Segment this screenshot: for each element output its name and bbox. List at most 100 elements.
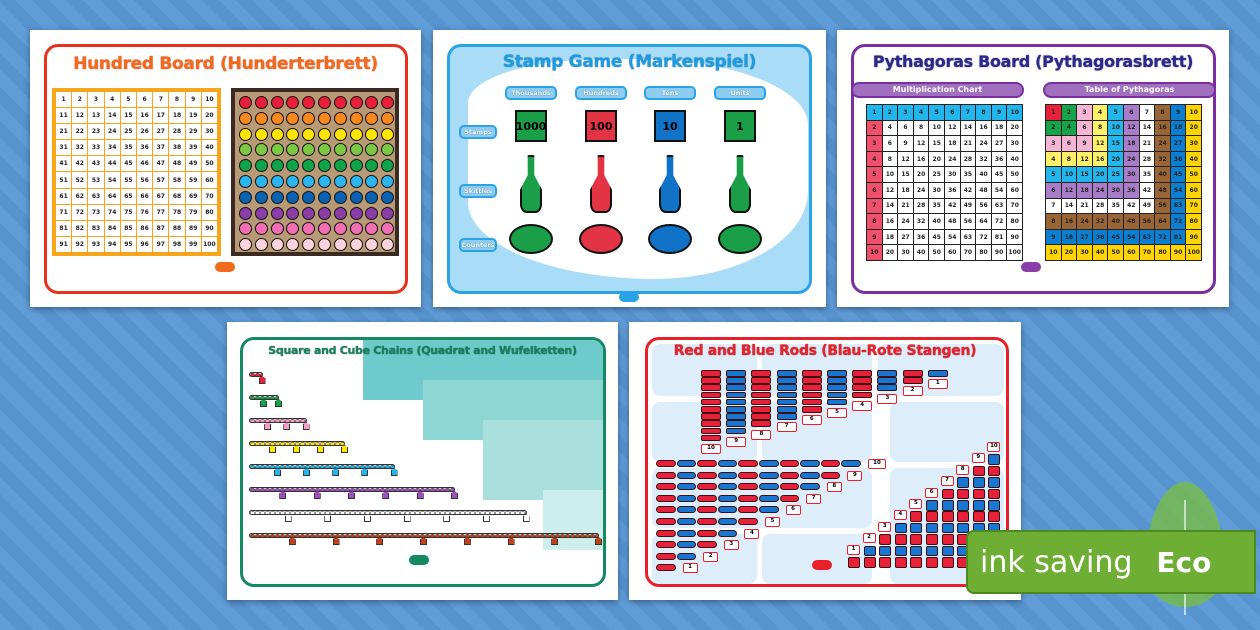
- grid-cell: 10: [1046, 245, 1061, 260]
- grid-cell: 35: [120, 140, 136, 156]
- grid-cell: 13: [88, 108, 104, 124]
- bead: [381, 206, 395, 220]
- grid-cell: 15: [1108, 136, 1123, 151]
- grid-cell: 89: [185, 220, 201, 236]
- rod-segment: [656, 541, 676, 549]
- bead: [239, 159, 252, 173]
- grid-cell: 91: [56, 236, 72, 252]
- counter-icon: [509, 224, 553, 254]
- chain-tag: [382, 491, 390, 499]
- grid-cell: 8: [169, 92, 185, 108]
- rod-segment: [751, 391, 772, 399]
- grid-cell: 6: [882, 136, 898, 151]
- chain-tag: [551, 537, 559, 545]
- bead: [239, 143, 252, 157]
- rod-label: 3: [877, 393, 898, 404]
- grid-cell: 40: [1108, 214, 1123, 229]
- grid-cell: 72: [1170, 214, 1186, 229]
- grid-cell: 20: [201, 108, 217, 124]
- grid-cell: 2: [867, 120, 882, 136]
- bead: [254, 190, 268, 204]
- chain-tag: [332, 468, 340, 476]
- bead: [302, 175, 316, 188]
- grid-cell: 20: [1092, 167, 1108, 182]
- rod-label: 2: [703, 551, 719, 562]
- rod-segment: [776, 398, 797, 406]
- rod-cube: [910, 557, 923, 568]
- bead-chain: [249, 441, 345, 446]
- bead: [239, 190, 252, 204]
- grid-cell: 2: [882, 105, 898, 120]
- grid-cell: 1: [867, 105, 882, 120]
- rod-cube: [972, 465, 985, 477]
- rod-segment: [801, 398, 822, 406]
- grid-cell: 6: [136, 92, 153, 108]
- rod-segment: [751, 398, 772, 406]
- rod-segment: [852, 391, 873, 399]
- rod-segment: [779, 460, 800, 467]
- grid-cell: 12: [1092, 136, 1108, 151]
- bead: [286, 96, 300, 109]
- grid-cell: 10: [929, 120, 944, 136]
- rod-segment: [877, 377, 898, 384]
- stamp-tile: 1000: [515, 110, 547, 142]
- bead: [381, 96, 395, 109]
- rod-segment: [697, 483, 717, 491]
- grid-cell: 100: [1007, 245, 1022, 260]
- grid-cell: 36: [136, 140, 153, 156]
- grid-cell: 87: [153, 220, 169, 236]
- grid-cell: 42: [72, 156, 88, 172]
- grid-cell: 63: [991, 198, 1007, 214]
- rod-cube: [972, 477, 985, 488]
- rod-label: 1: [682, 563, 698, 574]
- grid-cell: 54: [1124, 229, 1139, 245]
- rod-cube: [848, 557, 860, 568]
- grid-cell: 6: [867, 182, 882, 198]
- rods-card[interactable]: Red and Blue Rods (Blau-Rote Stangen) 10…: [629, 322, 1021, 600]
- grid-cell: 67: [153, 188, 169, 204]
- bead: [270, 143, 284, 157]
- rod-label: 7: [940, 476, 954, 487]
- pythagoras-board-card[interactable]: Pythagoras Board (Pythagorasbrett) Multi…: [837, 30, 1229, 307]
- grid-cell: 16: [136, 108, 153, 124]
- column-header: Tens: [644, 86, 696, 100]
- chain-tag: [269, 445, 276, 453]
- grid-cell: 28: [913, 198, 929, 214]
- bead: [381, 111, 395, 125]
- grid-cell: 12: [1077, 151, 1092, 167]
- bead: [254, 222, 268, 236]
- bead-chain: [249, 464, 395, 469]
- grid-cell: 79: [185, 204, 201, 220]
- rod-segment: [776, 370, 797, 377]
- grid-cell: 19: [185, 108, 201, 124]
- grid-cell: 16: [882, 214, 898, 229]
- bead: [349, 190, 363, 204]
- grid-cell: 71: [56, 204, 72, 220]
- grid-cell: 42: [1124, 198, 1139, 214]
- grid-cell: 72: [991, 214, 1007, 229]
- grid-cell: 2: [1046, 120, 1061, 136]
- grid-cell: 60: [201, 172, 217, 188]
- rod-segment: [751, 370, 772, 377]
- twinkl-logo: [1021, 262, 1041, 272]
- chains-card[interactable]: Square and Cube Chains (Quadrat and Wufe…: [227, 322, 618, 600]
- grid-cell: 3: [88, 92, 104, 108]
- grid-cell: 30: [1108, 182, 1123, 198]
- rod-segment: [779, 471, 800, 479]
- grid-cell: 72: [1155, 229, 1170, 245]
- rod-segment: [751, 420, 772, 427]
- grid-cell: 60: [945, 245, 960, 260]
- stamp-game-card[interactable]: Stamp Game (Markenspiel) Thousands 1000 Hu…: [433, 30, 826, 307]
- rod-segment: [738, 506, 758, 514]
- bead: [333, 127, 347, 141]
- grid-cell: 28: [169, 124, 185, 140]
- grid-cell: 70: [960, 245, 976, 260]
- grid-cell: 63: [88, 188, 104, 204]
- rod-segment: [676, 460, 697, 467]
- bead: [349, 143, 363, 157]
- rod-segment: [852, 370, 873, 377]
- stamp-tile: 10: [654, 110, 686, 142]
- rod-segment: [726, 427, 747, 435]
- grid-cell: 21: [1139, 136, 1155, 151]
